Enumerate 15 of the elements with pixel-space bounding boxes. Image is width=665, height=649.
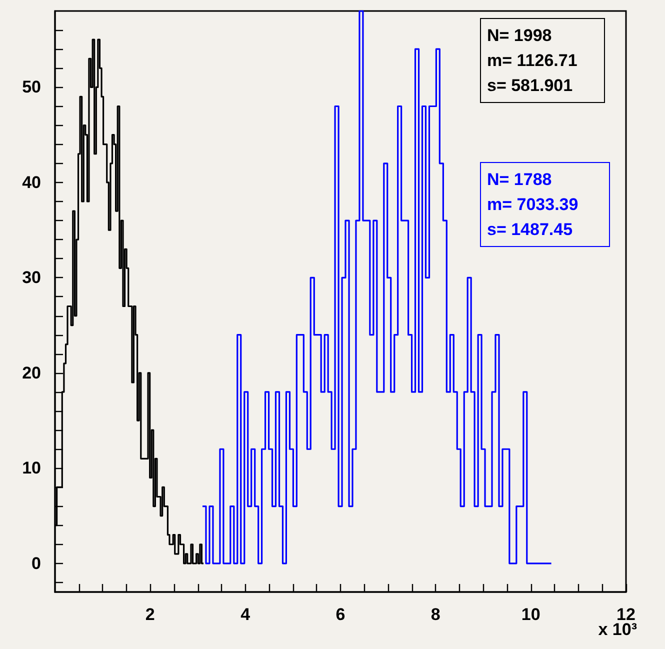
annotation: N= 1788 m= 7033.39 s= 1487.45 <box>487 169 580 241</box>
x-tick-label: 2 <box>145 605 155 624</box>
x-tick-label: 6 <box>336 605 346 624</box>
y-tick-label: 10 <box>22 458 41 478</box>
x-tick-label: 8 <box>430 605 440 624</box>
y-tick-label: 30 <box>22 268 41 288</box>
y-tick-label: 0 <box>32 554 41 573</box>
annotation: N= 1998 m= 1126.71 s= 581.901 <box>487 25 578 97</box>
x-tick-label: 10 <box>521 605 540 624</box>
stats-box: N= 1998 m= 1126.71 s= 581.901 <box>480 18 605 103</box>
y-tick-label: 20 <box>22 363 41 382</box>
stats-box: N= 1788 m= 7033.39 s= 1487.45 <box>480 162 610 247</box>
y-tick-label: 40 <box>22 172 41 192</box>
x-tick-label: 4 <box>240 605 251 624</box>
y-tick-label: 50 <box>22 78 41 97</box>
